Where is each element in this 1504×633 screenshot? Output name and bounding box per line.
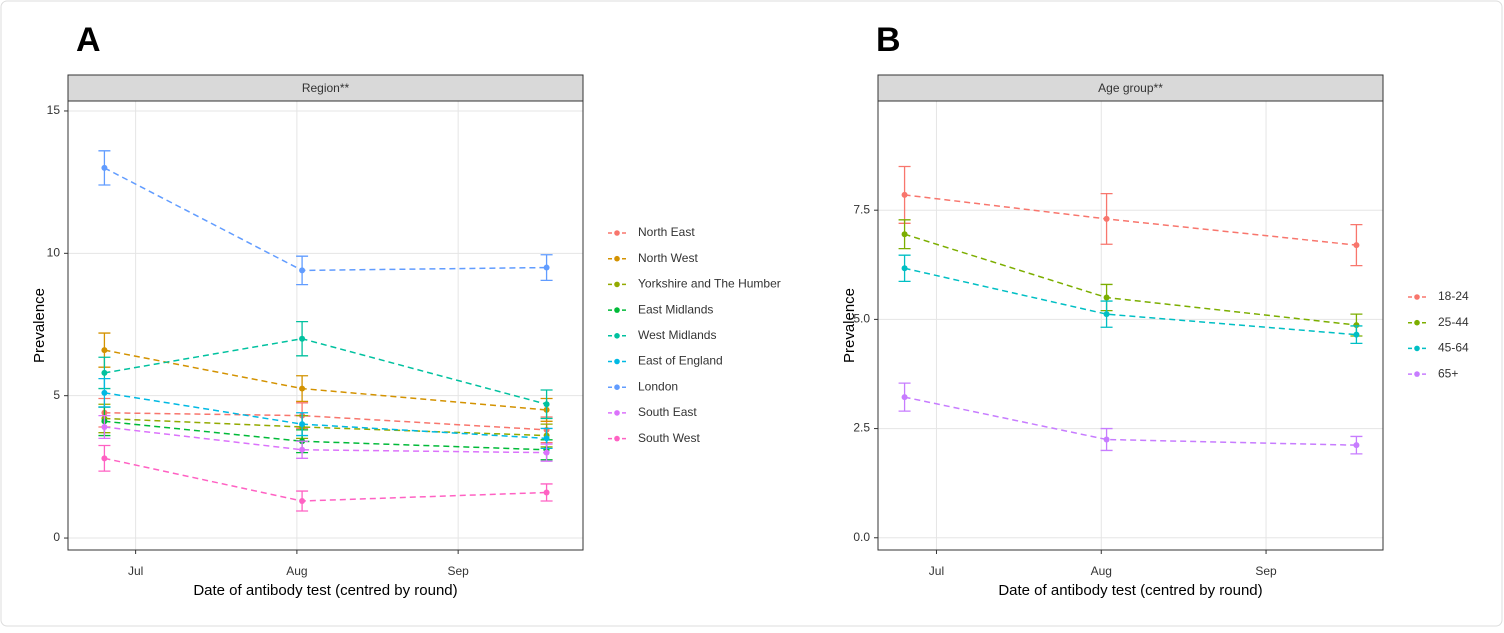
point xyxy=(101,424,108,431)
legend-swatch-point xyxy=(614,384,620,391)
point xyxy=(1103,436,1110,443)
legend-swatch-point xyxy=(1414,319,1420,326)
panel-label: A xyxy=(76,21,101,59)
point xyxy=(101,347,108,354)
point xyxy=(543,449,550,456)
point xyxy=(299,446,306,453)
x-tick-label: Aug xyxy=(286,564,307,578)
plot-panel xyxy=(878,101,1383,550)
point xyxy=(101,164,108,171)
x-tick-label: Jul xyxy=(929,564,944,578)
legend-label: West Midlands xyxy=(638,328,716,342)
x-axis-title: Date of antibody test (centred by round) xyxy=(998,582,1262,599)
x-tick-label: Jul xyxy=(128,564,143,578)
point xyxy=(299,335,306,342)
point xyxy=(901,191,908,198)
legend-label: East Midlands xyxy=(638,302,713,316)
legend-swatch-point xyxy=(1414,371,1420,377)
plot-border xyxy=(67,100,584,551)
legend-swatch-point xyxy=(614,281,620,288)
legend-label: East of England xyxy=(638,354,723,368)
point xyxy=(299,385,306,392)
strip-title: Age group** xyxy=(1098,81,1163,95)
legend-swatch-point xyxy=(614,230,620,236)
strip-title: Region** xyxy=(302,81,350,95)
point xyxy=(901,394,908,401)
y-tick-label: 2.5 xyxy=(853,421,870,435)
legend-label: 18-24 xyxy=(1438,289,1469,303)
point xyxy=(543,489,550,496)
point xyxy=(101,369,108,376)
point xyxy=(101,389,108,396)
legend-swatch-point xyxy=(614,435,620,442)
y-tick-label: 0.0 xyxy=(853,530,870,544)
y-axis-title: Prevalence xyxy=(841,288,858,363)
y-tick-label: 10 xyxy=(47,245,61,259)
y-tick-label: 15 xyxy=(47,103,61,117)
legend-label: South West xyxy=(638,431,700,445)
point xyxy=(901,231,908,238)
point xyxy=(543,264,550,271)
point xyxy=(1353,242,1360,249)
point xyxy=(543,401,550,408)
panel-label: B xyxy=(876,21,901,59)
strip xyxy=(67,74,584,102)
legend-swatch-point xyxy=(614,255,620,262)
series-line xyxy=(104,420,547,451)
y-axis-title: Prevalence xyxy=(31,288,48,363)
legend-label: 25-44 xyxy=(1438,315,1469,329)
series-line xyxy=(104,412,547,431)
y-tick-label: 0 xyxy=(53,530,60,544)
point xyxy=(101,455,108,462)
legend-label: London xyxy=(638,379,678,393)
x-tick-label: Aug xyxy=(1091,564,1112,578)
legend-swatch-point xyxy=(1414,294,1420,300)
plot-panel xyxy=(68,101,583,550)
point xyxy=(543,435,550,442)
legend-swatch-point xyxy=(614,358,620,365)
legend-label: Yorkshire and The Humber xyxy=(638,277,781,291)
y-tick-label: 5 xyxy=(53,388,60,402)
point xyxy=(299,267,306,274)
legend-swatch-point xyxy=(1414,345,1420,352)
legend-swatch-point xyxy=(614,333,620,339)
legend-label: South East xyxy=(638,405,697,419)
point xyxy=(1103,215,1110,222)
point xyxy=(299,498,306,505)
series-line xyxy=(904,396,1357,446)
y-tick-label: 5.0 xyxy=(853,312,870,326)
point xyxy=(1103,294,1110,301)
legend-label: 45-64 xyxy=(1438,341,1469,355)
point xyxy=(1103,311,1110,318)
legend-label: North East xyxy=(638,225,695,239)
x-tick-label: Sep xyxy=(1255,564,1277,578)
point xyxy=(1353,442,1360,449)
point xyxy=(1353,331,1360,338)
x-axis-title: Date of antibody test (centred by round) xyxy=(193,582,457,599)
plot-border xyxy=(877,100,1384,551)
point xyxy=(901,265,908,272)
strip xyxy=(877,74,1384,102)
legend-label: 65+ xyxy=(1438,366,1458,380)
legend-swatch-point xyxy=(614,307,620,313)
legend-label: North West xyxy=(638,251,698,265)
legend-swatch-point xyxy=(614,410,620,416)
x-tick-label: Sep xyxy=(447,564,469,578)
y-tick-label: 7.5 xyxy=(853,202,870,216)
point xyxy=(299,421,306,428)
series-line xyxy=(104,426,547,454)
series-line xyxy=(104,417,547,437)
series-line xyxy=(904,267,1357,336)
